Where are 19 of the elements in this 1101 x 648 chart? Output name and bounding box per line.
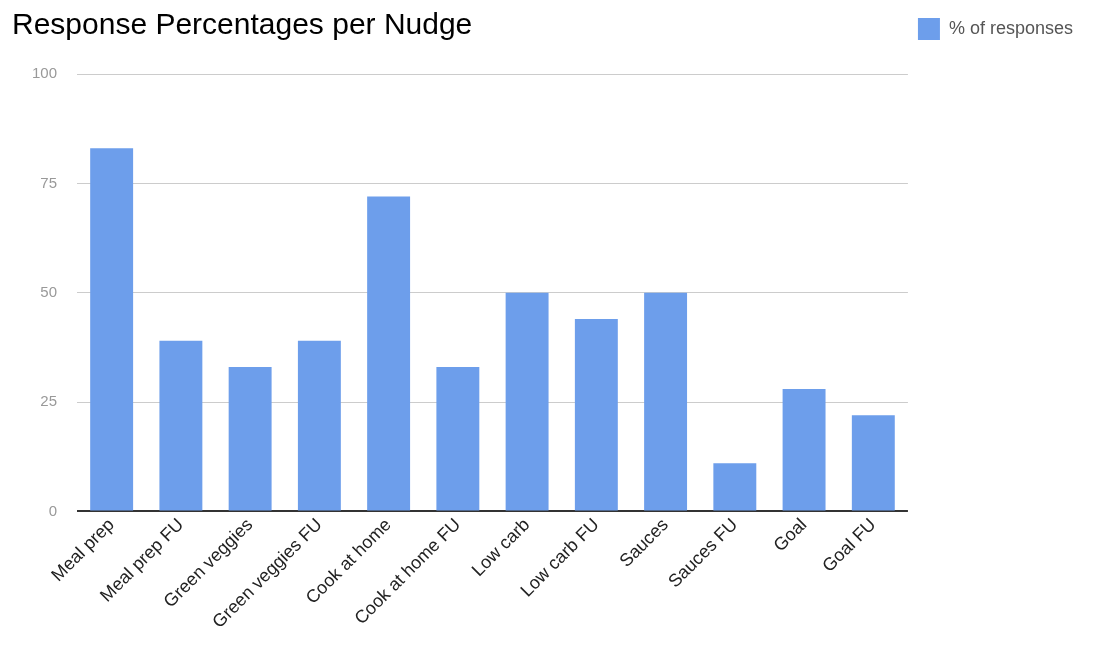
bar	[574, 318, 618, 511]
bar	[505, 292, 549, 511]
bar	[782, 388, 826, 511]
legend-label: % of responses	[948, 17, 1074, 38]
y-tick-label: 50	[40, 282, 58, 300]
y-tick-label: 75	[40, 173, 58, 191]
bar	[713, 463, 757, 511]
bar	[644, 292, 688, 511]
bar	[159, 340, 203, 511]
y-tick-label: 25	[40, 392, 58, 410]
bar	[90, 148, 134, 511]
bar	[851, 415, 895, 511]
y-tick-label: 100	[32, 64, 58, 82]
bar	[436, 367, 480, 511]
chart-title: Response Percentages per Nudge	[12, 7, 473, 41]
bar	[228, 367, 272, 511]
y-tick-label: 0	[48, 501, 58, 519]
bar	[297, 340, 341, 511]
bar	[367, 196, 411, 511]
